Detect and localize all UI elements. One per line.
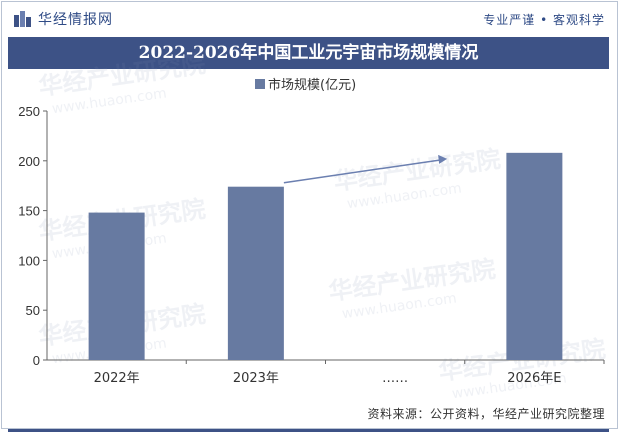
x-tick-label: 2022年 bbox=[94, 371, 140, 386]
x-tick-label: 2023年 bbox=[233, 371, 279, 386]
bottom-rule bbox=[8, 429, 609, 432]
x-tick-label: …… bbox=[382, 371, 408, 386]
bar bbox=[227, 186, 284, 360]
trend-arrow-line bbox=[283, 159, 442, 184]
y-tick-label: 250 bbox=[18, 104, 40, 119]
legend-label: 市场规模(亿元) bbox=[268, 77, 356, 93]
trend-arrow-head bbox=[438, 154, 448, 164]
source-note: 资料来源：公开资料，华经产业研究院整理 bbox=[367, 407, 605, 421]
y-tick-label: 0 bbox=[33, 353, 40, 368]
brand-name: 华经情报网 bbox=[38, 12, 113, 28]
y-tick-label: 150 bbox=[18, 204, 40, 219]
chart-title: 2022-2026年中国工业元宇宙市场规模情况 bbox=[138, 43, 479, 63]
y-tick-label: 100 bbox=[18, 253, 40, 268]
logo-icon bbox=[14, 11, 31, 27]
bar bbox=[506, 152, 563, 360]
slogan: 专业严谨 • 客观科学 bbox=[483, 13, 605, 27]
y-tick-label: 50 bbox=[26, 303, 40, 318]
x-tick-label: 2026年E bbox=[507, 371, 561, 386]
legend-swatch bbox=[255, 79, 265, 89]
top-bar: 华经情报网 专业严谨 • 客观科学 bbox=[2, 2, 617, 34]
title-bar: 2022-2026年中国工业元宇宙市场规模情况 bbox=[8, 37, 609, 69]
bar bbox=[88, 212, 145, 360]
y-tick-label: 200 bbox=[18, 154, 40, 169]
